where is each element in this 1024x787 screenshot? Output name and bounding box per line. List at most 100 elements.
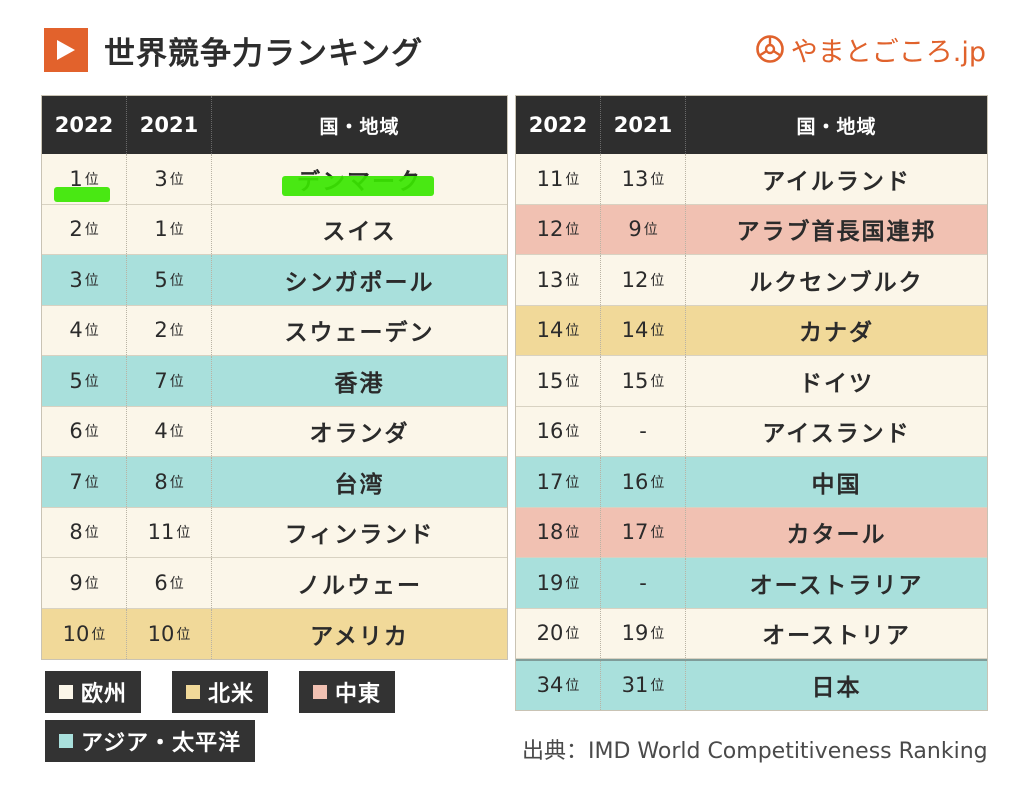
rank-2022: 11 位: [516, 154, 601, 204]
col-name-header: 国・地域: [796, 115, 877, 138]
table-row: 2 位 1 位スイス: [42, 204, 507, 255]
country-name: カナダ: [799, 320, 874, 347]
rank-2022: 16 位: [516, 406, 601, 456]
rank-number: 7: [69, 469, 83, 494]
brand-name: やまとごころ.jp: [790, 36, 986, 68]
table-row: 3 位 5 位シンガポール: [42, 255, 507, 306]
country-name: アメリカ: [310, 623, 409, 650]
brand-mark-icon: [755, 35, 784, 63]
rank-suffix: 位: [84, 373, 99, 390]
rank-suffix: 位: [650, 474, 665, 491]
rank-2022: 12 位: [516, 204, 601, 254]
rank-2021: -: [601, 558, 686, 608]
rank-suffix: 位: [650, 272, 665, 289]
rank-suffix: 位: [169, 272, 184, 289]
table-row: 8 位 11 位フィンランド: [42, 507, 507, 558]
rank-number: 19: [536, 570, 564, 595]
col-2022-header: 2022: [42, 96, 127, 154]
rank-number: -: [639, 419, 647, 444]
rank-suffix: 位: [565, 323, 580, 340]
legend-label: 中東: [335, 682, 382, 707]
country-name: ノルウェー: [297, 572, 422, 599]
rank-suffix: 位: [650, 626, 665, 643]
highlight-mark-rank: [54, 187, 110, 202]
table-row: 4 位 2 位スウェーデン: [42, 305, 507, 356]
rank-number: 34: [536, 673, 564, 698]
country-name: ドイツ: [799, 370, 874, 397]
rank-suffix: 位: [176, 626, 191, 643]
ranking-table-left: 2022 2021 国・地域 1位3位デンマーク2位1位スイス3位5位シンガポー…: [41, 95, 508, 660]
rank-2021: 19 位: [601, 608, 686, 658]
rank-number: 8: [154, 469, 168, 494]
rank-number: 16: [536, 419, 564, 444]
rank-suffix: 位: [565, 222, 580, 239]
rank-2022: 20 位: [516, 608, 601, 658]
rank-2022: 10 位: [42, 608, 127, 659]
legend-swatch: [313, 685, 327, 699]
table-header: 2022 2021 国・地域: [516, 96, 987, 154]
play-icon: [44, 28, 88, 72]
country-name: 日本: [811, 675, 862, 702]
table-row: 5 位 7 位香港: [42, 356, 507, 407]
rank-number: 4: [154, 419, 168, 444]
table-row: 9 位 6 位ノルウェー: [42, 558, 507, 609]
country-name: アイスランド: [762, 421, 911, 448]
legend-swatch: [186, 685, 200, 699]
rank-2021: 16 位: [601, 457, 686, 507]
rank-number: 13: [536, 267, 564, 292]
country-name: オーストリア: [762, 623, 911, 650]
country-name: 台湾: [334, 471, 385, 498]
rank-number: 7: [154, 368, 168, 393]
rank-number: 6: [154, 570, 168, 595]
rank-number: 2: [154, 318, 168, 343]
table-row: 10 位 10 位アメリカ: [42, 608, 507, 659]
rank-2022: 19 位: [516, 558, 601, 608]
rank-suffix: 位: [84, 272, 99, 289]
rank-number: 18: [536, 520, 564, 545]
rank-suffix: 位: [650, 525, 665, 542]
table-row: 15 位 15 位 ドイツ: [516, 356, 987, 407]
table-row: 17 位 16 位中国: [516, 457, 987, 508]
rank-number: 17: [621, 520, 649, 545]
rank-number: 15: [536, 368, 564, 393]
rank-suffix: 位: [169, 373, 184, 390]
rank-suffix: 位: [84, 222, 99, 239]
legend-label: 北米: [208, 682, 255, 707]
rank-number: 11: [147, 520, 175, 545]
legend-europe: 欧州: [45, 671, 142, 713]
brand-logo: やまとごころ.jp: [755, 30, 986, 68]
rank-suffix: 位: [84, 171, 99, 188]
table-row: 16 位 - アイスランド: [516, 406, 987, 457]
table-row: 1位3位デンマーク: [42, 154, 507, 205]
table-row: 13 位 12 位ルクセンブルク: [516, 255, 987, 306]
rank-2022: 17 位: [516, 457, 601, 507]
rank-2021: -: [601, 406, 686, 456]
country-name: アイルランド: [762, 168, 911, 195]
rank-number: -: [639, 570, 647, 595]
legend-north-america: 北米: [172, 671, 269, 713]
rank-2021: 12 位: [601, 255, 686, 305]
rank-2022: 15 位: [516, 356, 601, 406]
rank-suffix: 位: [650, 678, 665, 695]
rank-number: 1: [69, 166, 83, 191]
legend-asia-pacific: アジア・太平洋: [45, 720, 256, 762]
rank-suffix: 位: [565, 171, 580, 188]
rank-suffix: 位: [169, 323, 184, 340]
rank-suffix: 位: [565, 575, 580, 592]
rank-suffix: 位: [84, 424, 99, 441]
rank-number: 11: [536, 166, 564, 191]
rank-2021: 15 位: [601, 356, 686, 406]
country-name: スイス: [322, 219, 397, 246]
table-row: 20 位 19 位 オーストリア: [516, 608, 987, 659]
page-title: 世界競争力ランキング: [104, 35, 424, 72]
